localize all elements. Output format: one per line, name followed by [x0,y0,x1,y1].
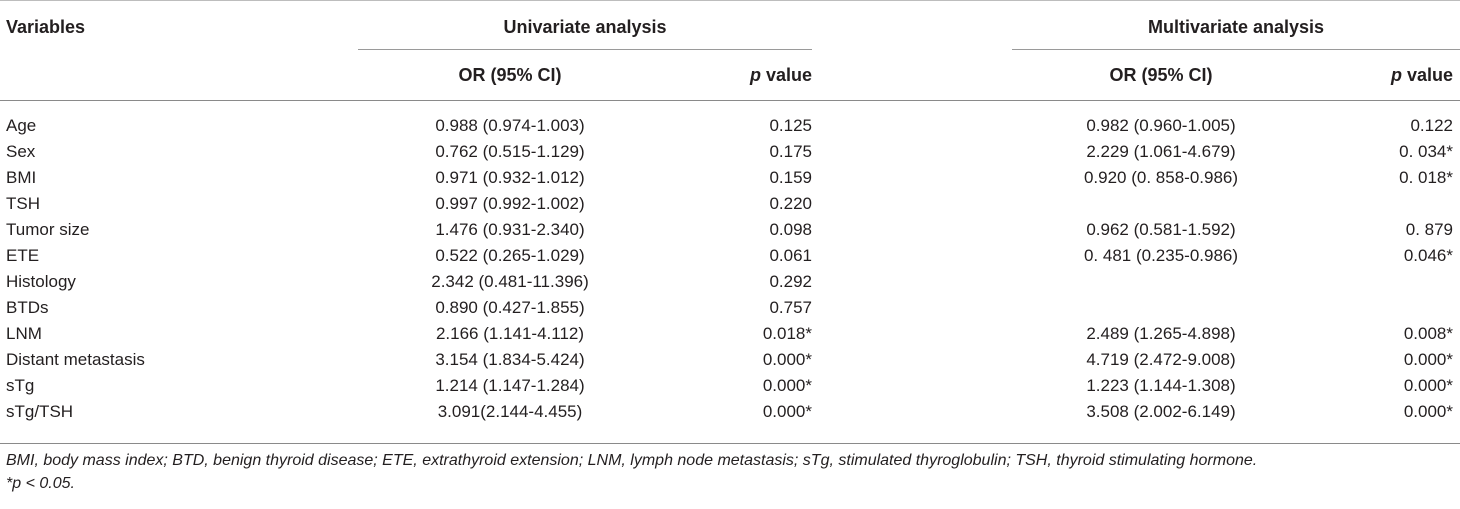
row-variable: Sex [6,142,36,161]
row-multivariate-p: 0.008* [1403,324,1453,343]
row-multivariate-p: 0.000* [1403,402,1453,421]
row-multivariate-or: 0.982 (0.960-1.005) [1086,116,1236,135]
header-multi-or-ci: OR (95% CI) [1109,65,1213,85]
row-multivariate-p: 0. 879 [1405,220,1453,239]
row-univariate-or: 0.988 (0.974-1.003) [435,116,585,135]
row-variable: ETE [6,246,40,265]
row-variable: LNM [6,324,42,343]
row-multivariate-p: 0.000* [1403,376,1453,395]
row-variable: Age [6,116,37,135]
row-multivariate-p: 0. 018* [1399,168,1453,187]
row-univariate-or: 0.762 (0.515-1.129) [435,142,585,161]
row-univariate-or: 0.971 (0.932-1.012) [435,168,585,187]
row-multivariate-or: 1.223 (1.144-1.308) [1086,376,1236,395]
row-univariate-p: 0.175 [769,142,812,161]
row-multivariate-p: 0.046* [1403,246,1453,265]
row-univariate-or: 2.342 (0.481-11.396) [431,272,589,291]
row-multivariate-or: 3.508 (2.002-6.149) [1086,402,1236,421]
header-multivariate: Multivariate analysis [1147,17,1325,37]
row-univariate-p: 0.220 [769,194,812,213]
p-italic: p [1390,65,1402,85]
univariate-span-rule [358,49,812,50]
row-univariate-p: 0.125 [769,116,812,135]
row-multivariate-or: 0.962 (0.581-1.592) [1086,220,1236,239]
row-univariate-or: 3.091(2.144-4.455) [437,402,583,421]
row-variable: Tumor size [6,220,90,239]
header-bottom-rule [0,100,1460,101]
row-multivariate-or: 4.719 (2.472-9.008) [1086,350,1236,369]
row-variable: sTg/TSH [6,402,74,421]
row-variable: sTg [6,376,35,395]
row-univariate-or: 1.214 (1.147-1.284) [435,376,585,395]
row-multivariate-or: 2.229 (1.061-4.679) [1086,142,1236,161]
row-multivariate-p: 0. 034* [1399,142,1453,161]
row-multivariate-or: 0.920 (0. 858-0.986) [1083,168,1239,187]
row-univariate-or: 0.890 (0.427-1.855) [435,298,585,317]
row-variable: BTDs [6,298,49,317]
row-multivariate-or: 2.489 (1.265-4.898) [1086,324,1236,343]
row-univariate-or: 1.476 (0.931-2.340) [435,220,585,239]
row-univariate-p: 0.159 [769,168,812,187]
row-univariate-p: 0.061 [769,246,812,265]
row-multivariate-p: 0.122 [1410,116,1453,135]
row-univariate-or: 0.997 (0.992-1.002) [435,194,585,213]
table-bottom-rule [0,443,1460,444]
p-value-suffix: value [760,65,812,85]
header-uni-or-ci: OR (95% CI) [458,65,562,85]
row-variable: TSH [6,194,40,213]
row-univariate-p: 0.098 [769,220,812,239]
row-multivariate-or: 0. 481 (0.235-0.986) [1083,246,1239,265]
header-multi-p-value: p value [1391,64,1453,86]
row-univariate-or: 3.154 (1.834-5.424) [435,350,585,369]
multivariate-span-rule [1012,49,1460,50]
row-univariate-p: 0.000* [762,376,812,395]
row-univariate-p: 0.000* [762,350,812,369]
footnote-abbreviations: BMI, body mass index; BTD, benign thyroi… [6,452,1258,469]
row-multivariate-p: 0.000* [1403,350,1453,369]
table-top-rule [0,0,1460,1]
row-variable: BMI [6,168,37,187]
header-univariate: Univariate analysis [503,17,667,37]
row-univariate-p: 0.292 [769,272,812,291]
row-univariate-p: 0.018* [762,324,812,343]
p-italic: p [749,65,761,85]
row-univariate-p: 0.000* [762,402,812,421]
row-univariate-p: 0.757 [769,298,812,317]
footnote-significance: *p < 0.05. [6,475,75,492]
row-variable: Distant metastasis [6,350,145,369]
row-univariate-or: 0.522 (0.265-1.029) [435,246,585,265]
p-value-suffix: value [1401,65,1453,85]
row-univariate-or: 2.166 (1.141-4.112) [435,324,585,343]
header-variables: Variables [6,17,86,37]
row-variable: Histology [6,272,76,291]
header-uni-p-value: p value [750,64,812,86]
